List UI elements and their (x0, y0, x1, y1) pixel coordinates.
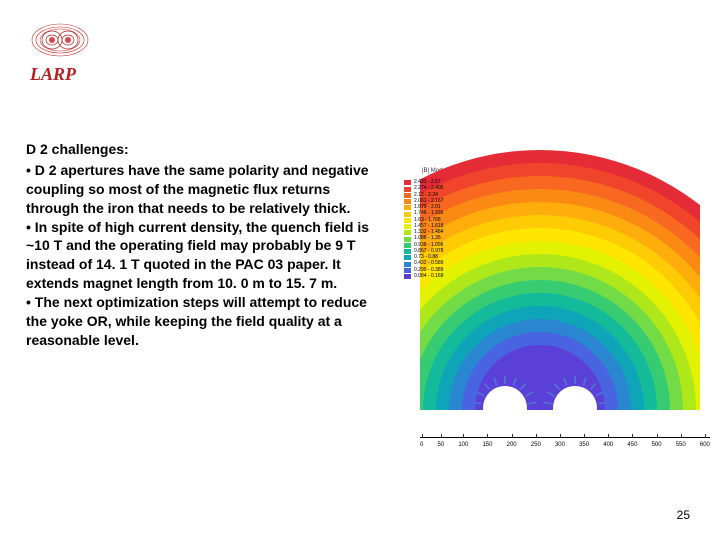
larp-logo-icon (30, 20, 90, 60)
contour-figure: |B| Modulus (T) 2.433 - 2.572.274 - 2.40… (400, 150, 710, 460)
heading: D 2 challenges: (26, 140, 376, 159)
legend-swatch (404, 218, 411, 223)
axis-tick: 350 (579, 442, 589, 448)
legend-swatch (404, 187, 411, 192)
axis-tick: 550 (676, 442, 686, 448)
axis-tick: 400 (603, 442, 613, 448)
axis-tick: 0 (420, 442, 423, 448)
axis-tick: 100 (458, 442, 468, 448)
legend-swatch (404, 205, 411, 210)
logo-text: LARP (30, 64, 90, 85)
axis-tick: 50 (437, 442, 444, 448)
bullet-1: • D 2 apertures have the same polarity a… (26, 161, 376, 218)
legend-swatch (404, 199, 411, 204)
legend-swatch (404, 243, 411, 248)
bullet-2-text: In spite of high current density, the qu… (26, 219, 369, 292)
axis-tick: 300 (555, 442, 565, 448)
axis-tick: 150 (482, 442, 492, 448)
legend-swatch (404, 193, 411, 198)
contour-plot (420, 150, 700, 430)
axis-tick: 500 (652, 442, 662, 448)
axis-tick: 600 (700, 442, 710, 448)
page-number: 25 (677, 508, 690, 522)
legend-swatch (404, 255, 411, 260)
bullet-1-text: D 2 apertures have the same polarity and… (26, 162, 369, 216)
axis-tick: 250 (531, 442, 541, 448)
body-text: D 2 challenges: • D 2 apertures have the… (26, 140, 376, 350)
legend-swatch (404, 274, 411, 279)
color-legend: 2.433 - 2.572.274 - 2.4052.12 - 2.242.06… (404, 180, 443, 280)
axis-tick: 450 (627, 442, 637, 448)
legend-row: 0.084 - 0.169 (404, 274, 443, 280)
bullet-3: • The next optimization steps will attem… (26, 293, 376, 350)
legend-swatch (404, 212, 411, 217)
legend-swatch (404, 230, 411, 235)
x-axis: 0 50 100 150 200 250 300 350 400 450 500 550 600 (420, 442, 710, 448)
legend-swatch (404, 262, 411, 267)
legend-swatch (404, 237, 411, 242)
bullet-3-text: The next optimization steps will attempt… (26, 294, 367, 348)
legend-label: 0.084 - 0.169 (414, 274, 443, 280)
legend-swatch (404, 268, 411, 273)
legend-swatch (404, 224, 411, 229)
legend-swatch (404, 249, 411, 254)
legend-swatch (404, 180, 411, 185)
bullet-2: • In spite of high current density, the … (26, 218, 376, 294)
logo-block: LARP (30, 20, 90, 85)
axis-tick: 200 (507, 442, 517, 448)
